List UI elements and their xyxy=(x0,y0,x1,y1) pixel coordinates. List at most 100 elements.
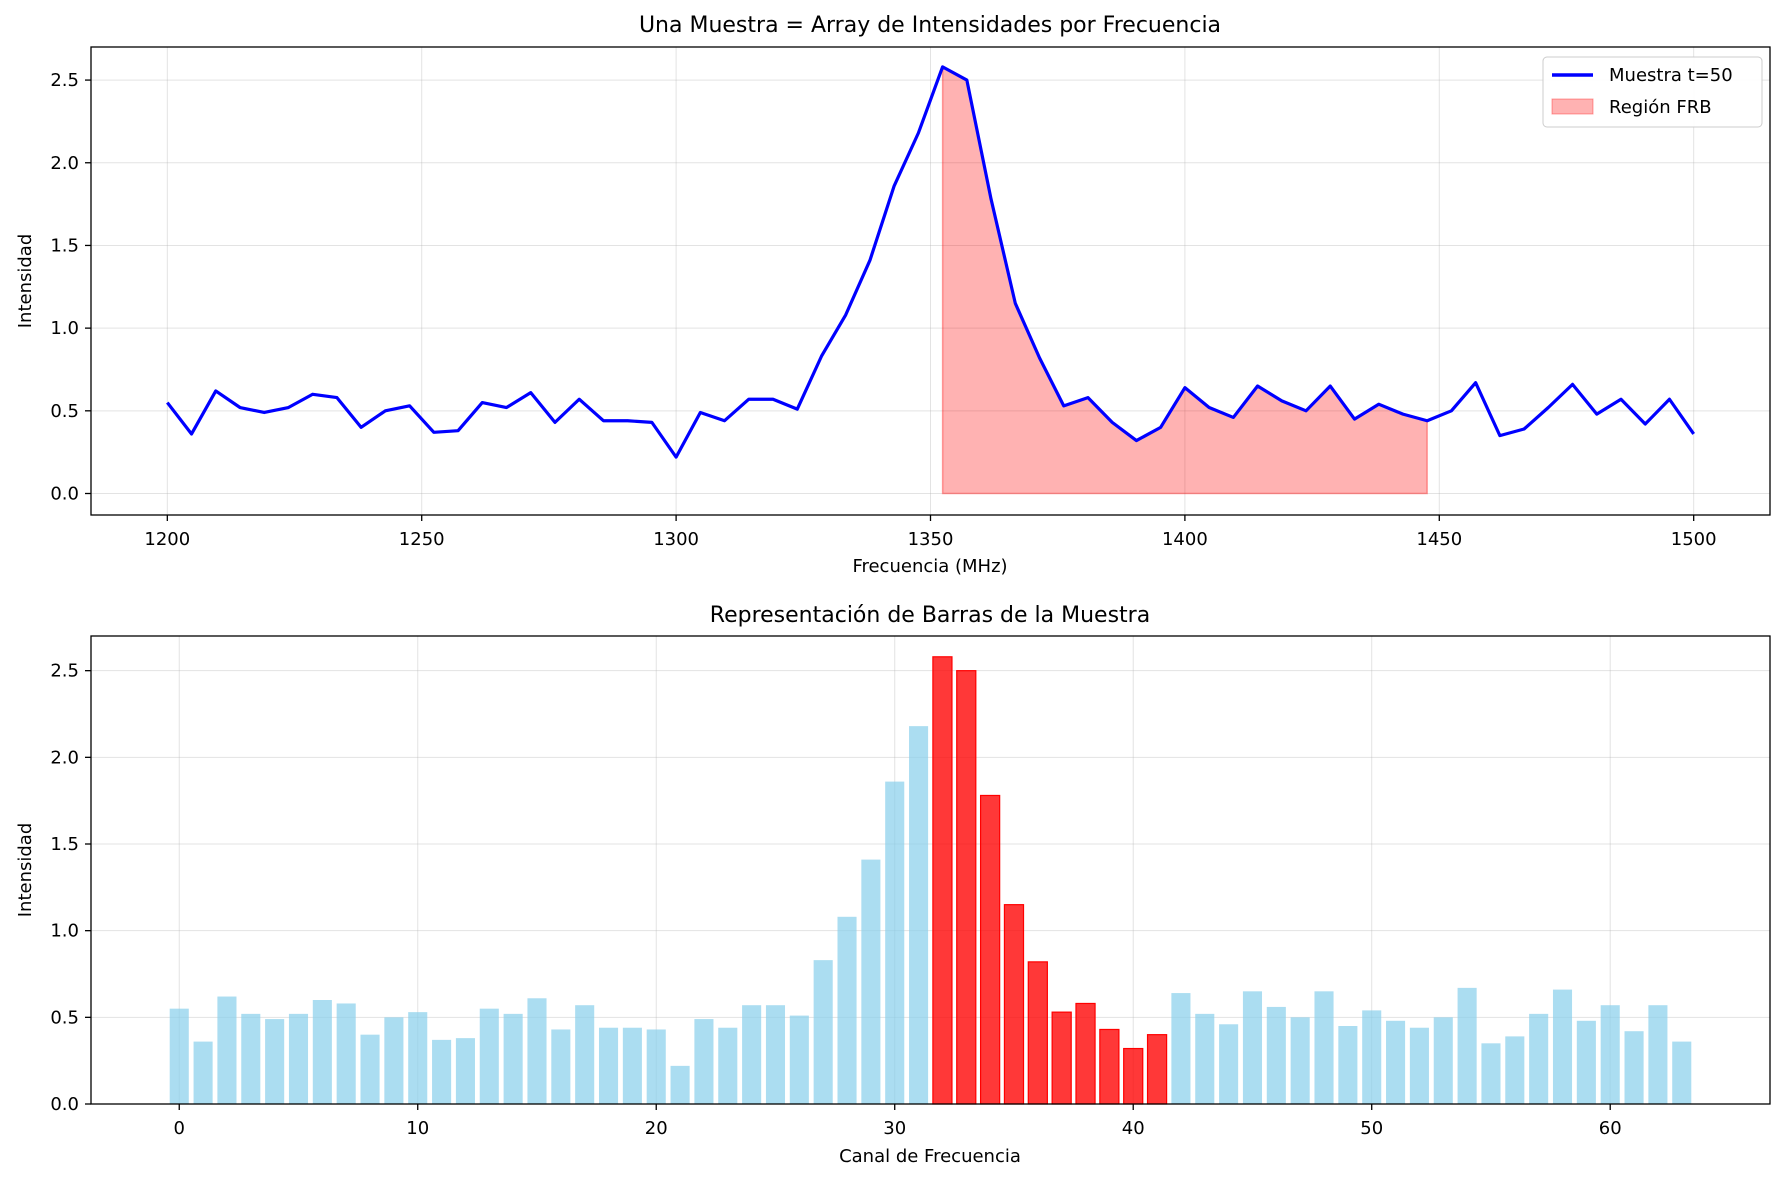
y-tick-label: 2.0 xyxy=(50,747,79,768)
legend-area-swatch xyxy=(1551,98,1594,115)
bar xyxy=(861,859,881,1104)
bar xyxy=(765,1005,786,1104)
bar xyxy=(1409,1027,1429,1104)
bar-frb xyxy=(1027,961,1048,1105)
x-tick-label: 1250 xyxy=(399,529,445,550)
x-tick-label: 1300 xyxy=(653,529,699,550)
series-line xyxy=(166,65,1695,459)
chart-title: Representación de Barras de la Muestra xyxy=(710,603,1150,628)
bar xyxy=(1266,1006,1286,1104)
x-tick-label: 1350 xyxy=(908,529,954,550)
chart-title: Una Muestra = Array de Intensidades por … xyxy=(639,13,1221,38)
bar xyxy=(241,1013,261,1104)
bar xyxy=(622,1027,642,1104)
bar xyxy=(479,1008,499,1104)
y-tick-label: 2.5 xyxy=(50,70,79,91)
y-tick-label: 2.0 xyxy=(50,153,79,174)
bars xyxy=(169,656,1692,1105)
bar xyxy=(527,998,547,1104)
bar xyxy=(503,1013,523,1104)
x-axis-label: Frecuencia (MHz) xyxy=(852,556,1007,577)
bar xyxy=(1314,991,1334,1104)
bar-chart: Representación de Barras de la Muestra 0… xyxy=(15,603,1771,1167)
bar-frb xyxy=(1051,1011,1072,1105)
x-tick-label: 20 xyxy=(645,1118,668,1139)
bar xyxy=(1552,989,1573,1104)
bar xyxy=(718,1027,738,1104)
bar xyxy=(598,1027,619,1104)
line-chart: Una Muestra = Array de Intensidades por … xyxy=(15,13,1771,577)
y-axis-label: Intensidad xyxy=(15,234,36,329)
y-tick-label: 0.5 xyxy=(50,401,79,422)
bar xyxy=(1195,1013,1215,1104)
bar xyxy=(288,1013,309,1104)
bar xyxy=(575,1005,595,1104)
x-axis-ticks: 1200 1250 1300 1350 1400 1450 1500 xyxy=(144,515,1717,550)
x-axis-label: Canal de Frecuencia xyxy=(839,1146,1021,1167)
bar xyxy=(336,1003,356,1104)
bar xyxy=(169,1008,189,1104)
bar xyxy=(885,781,905,1104)
bar xyxy=(909,726,929,1104)
bar xyxy=(1624,1031,1644,1104)
bar xyxy=(1576,1020,1596,1104)
y-axis-ticks: 0.0 0.5 1.0 1.5 2.0 2.5 xyxy=(50,70,91,505)
gridlines xyxy=(91,47,1770,515)
bar xyxy=(432,1039,452,1104)
legend-label-region: Región FRB xyxy=(1609,97,1712,118)
intensity-line xyxy=(166,65,1695,459)
x-tick-label: 40 xyxy=(1122,1118,1145,1139)
bar xyxy=(789,1015,809,1104)
x-tick-label: 1200 xyxy=(144,529,190,550)
bar xyxy=(312,1000,332,1104)
bar-frb xyxy=(956,670,977,1105)
bar xyxy=(646,1029,666,1104)
bar xyxy=(1362,1010,1382,1104)
y-tick-label: 1.0 xyxy=(50,318,79,339)
bar xyxy=(1457,987,1477,1104)
y-axis-label: Intensidad xyxy=(15,823,36,918)
bar xyxy=(1242,991,1263,1104)
legend-box xyxy=(1542,56,1763,128)
x-tick-label: 10 xyxy=(406,1118,429,1139)
x-tick-label: 50 xyxy=(1360,1118,1383,1139)
bar xyxy=(1648,1005,1668,1104)
bar xyxy=(551,1029,571,1104)
x-axis-ticks: 0 10 20 30 40 50 60 xyxy=(174,1104,1622,1139)
bar-frb xyxy=(932,656,953,1105)
x-tick-label: 0 xyxy=(174,1118,185,1139)
bar xyxy=(1171,993,1191,1104)
bar-frb xyxy=(979,794,1001,1105)
bar xyxy=(1219,1024,1239,1104)
y-tick-label: 0.5 xyxy=(50,1007,79,1028)
bar xyxy=(670,1065,690,1104)
x-tick-label: 1500 xyxy=(1671,529,1717,550)
bar-frb xyxy=(1099,1028,1120,1105)
legend-label-muestra: Muestra t=50 xyxy=(1609,65,1733,86)
bar xyxy=(265,1019,285,1104)
bar xyxy=(813,960,833,1104)
bar xyxy=(694,1019,714,1104)
y-tick-label: 1.5 xyxy=(50,834,79,855)
y-tick-label: 2.5 xyxy=(50,661,79,682)
y-tick-label: 0.0 xyxy=(50,1094,79,1115)
bar xyxy=(1338,1026,1358,1104)
bar xyxy=(1290,1017,1310,1104)
x-tick-label: 60 xyxy=(1599,1118,1622,1139)
x-tick-label: 1450 xyxy=(1416,529,1462,550)
bar xyxy=(1672,1041,1692,1104)
bar xyxy=(408,1012,428,1104)
bar xyxy=(1481,1043,1501,1104)
bar xyxy=(1529,1013,1549,1104)
y-tick-label: 1.0 xyxy=(50,921,79,942)
bar xyxy=(1433,1017,1453,1104)
bar xyxy=(837,916,857,1104)
bar xyxy=(217,996,237,1104)
bar-frb xyxy=(1123,1047,1144,1105)
bar xyxy=(742,1005,762,1104)
bar xyxy=(455,1038,475,1104)
legend: Muestra t=50 Región FRB xyxy=(1542,56,1763,128)
bar xyxy=(1600,1005,1620,1104)
x-tick-label: 30 xyxy=(883,1118,906,1139)
